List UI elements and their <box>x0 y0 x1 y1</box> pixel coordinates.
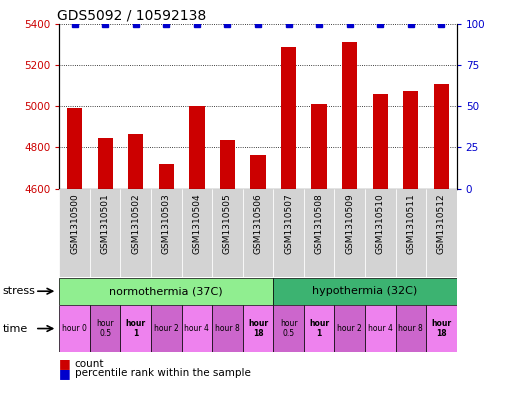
Bar <box>212 305 243 352</box>
Text: hour 2: hour 2 <box>337 324 362 333</box>
Bar <box>334 189 365 277</box>
Bar <box>365 189 396 277</box>
Text: hour
0.5: hour 0.5 <box>280 319 297 338</box>
Bar <box>281 47 296 189</box>
Text: stress: stress <box>3 286 36 296</box>
Bar <box>98 138 113 189</box>
Text: GSM1310501: GSM1310501 <box>101 193 110 254</box>
Bar <box>220 140 235 189</box>
Text: hour
0.5: hour 0.5 <box>96 319 114 338</box>
Text: GSM1310500: GSM1310500 <box>70 193 79 254</box>
Text: ■: ■ <box>59 367 71 380</box>
Bar <box>59 305 90 352</box>
Bar <box>334 305 365 352</box>
Bar <box>151 189 182 277</box>
Text: count: count <box>75 358 104 369</box>
Text: hour
1: hour 1 <box>126 319 146 338</box>
Bar <box>304 305 334 352</box>
Bar <box>250 154 266 189</box>
Text: GSM1310502: GSM1310502 <box>131 193 140 254</box>
Bar <box>273 189 304 277</box>
Bar <box>273 305 304 352</box>
Text: GSM1310512: GSM1310512 <box>437 193 446 254</box>
Bar <box>312 104 327 189</box>
Text: hour 4: hour 4 <box>184 324 209 333</box>
Bar <box>342 42 358 189</box>
Bar <box>90 189 120 277</box>
Bar <box>189 106 204 189</box>
Text: hypothermia (32C): hypothermia (32C) <box>312 286 417 296</box>
Bar <box>182 189 212 277</box>
Text: normothermia (37C): normothermia (37C) <box>109 286 223 296</box>
Bar <box>120 189 151 277</box>
Bar <box>59 278 273 305</box>
Bar <box>212 189 243 277</box>
Bar <box>396 305 426 352</box>
Bar <box>159 164 174 189</box>
Bar <box>182 305 212 352</box>
Bar <box>396 189 426 277</box>
Bar <box>426 189 457 277</box>
Text: GSM1310511: GSM1310511 <box>406 193 415 254</box>
Text: ■: ■ <box>59 357 71 370</box>
Text: hour 4: hour 4 <box>368 324 393 333</box>
Text: hour
18: hour 18 <box>431 319 452 338</box>
Bar <box>426 305 457 352</box>
Bar <box>90 305 120 352</box>
Text: hour
18: hour 18 <box>248 319 268 338</box>
Text: GSM1310503: GSM1310503 <box>162 193 171 254</box>
Text: GSM1310504: GSM1310504 <box>192 193 201 254</box>
Text: GSM1310506: GSM1310506 <box>253 193 263 254</box>
Bar <box>273 278 457 305</box>
Text: GSM1310509: GSM1310509 <box>345 193 354 254</box>
Bar <box>128 134 143 189</box>
Text: GSM1310505: GSM1310505 <box>223 193 232 254</box>
Text: GDS5092 / 10592138: GDS5092 / 10592138 <box>57 8 206 22</box>
Bar <box>67 108 82 189</box>
Text: hour 8: hour 8 <box>215 324 240 333</box>
Bar <box>365 305 396 352</box>
Bar <box>120 305 151 352</box>
Text: hour
1: hour 1 <box>309 319 329 338</box>
Bar <box>373 94 388 189</box>
Bar <box>59 189 90 277</box>
Bar <box>243 189 273 277</box>
Bar <box>304 189 334 277</box>
Text: hour 0: hour 0 <box>62 324 87 333</box>
Bar <box>403 91 418 189</box>
Text: GSM1310508: GSM1310508 <box>315 193 324 254</box>
Text: time: time <box>3 323 28 334</box>
Bar <box>243 305 273 352</box>
Text: percentile rank within the sample: percentile rank within the sample <box>75 368 251 378</box>
Bar <box>434 84 449 189</box>
Bar <box>151 305 182 352</box>
Text: GSM1310510: GSM1310510 <box>376 193 385 254</box>
Text: hour 8: hour 8 <box>398 324 423 333</box>
Text: GSM1310507: GSM1310507 <box>284 193 293 254</box>
Text: hour 2: hour 2 <box>154 324 179 333</box>
